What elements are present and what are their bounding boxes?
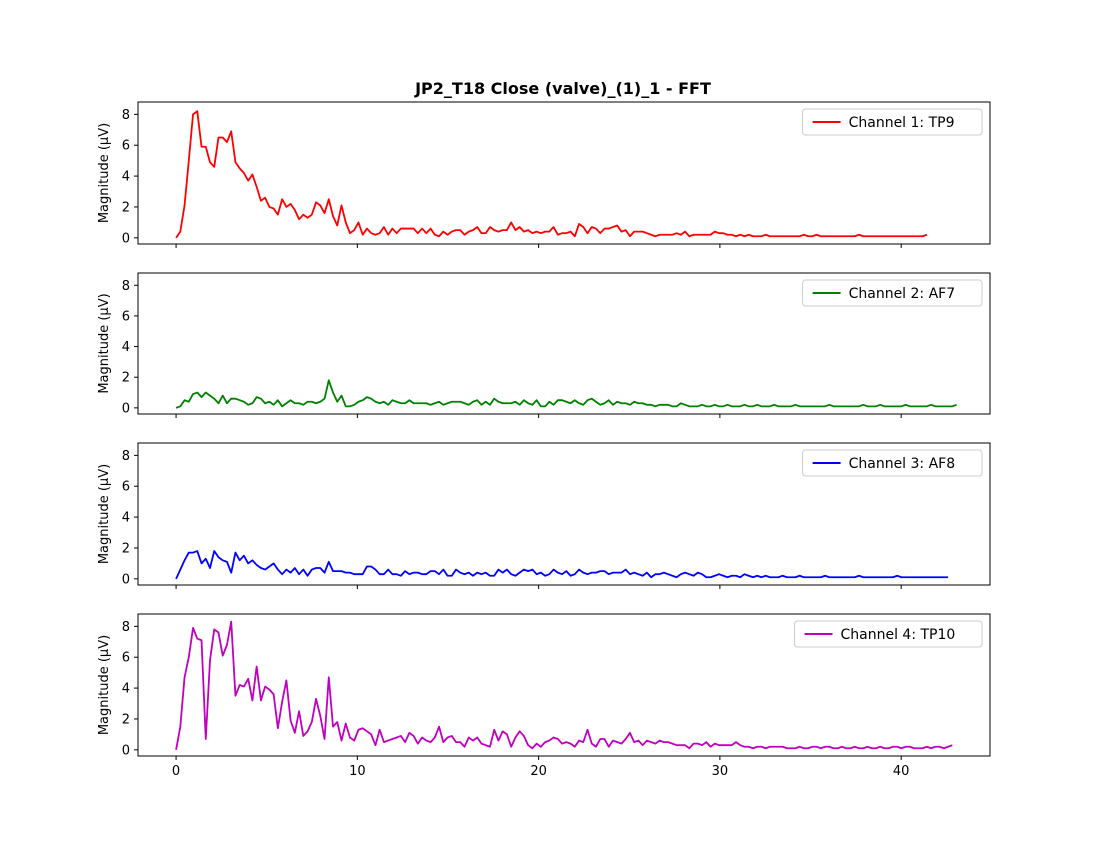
y-tick-label: 2	[122, 371, 130, 386]
series-line-channel-1	[175, 110, 928, 239]
y-tick-label: 6	[122, 651, 130, 666]
y-tick-label: 8	[122, 620, 130, 635]
y-tick-label: 2	[122, 712, 130, 727]
legend-entry: Channel 2: AF7	[849, 286, 956, 302]
axes-frame	[137, 272, 991, 415]
x-tick-label: 10	[349, 764, 366, 779]
legend: Channel 4: TP10	[794, 620, 983, 648]
legend-box	[802, 279, 983, 307]
y-tick-label: 6	[122, 139, 130, 154]
y-tick-label: 4	[122, 340, 130, 355]
y-tick-label: 8	[122, 108, 130, 123]
x-tick-label: 40	[893, 764, 910, 779]
y-axis-label: Magnitude (μV)	[97, 123, 112, 223]
subplot-1: 0 2 4 6 8 Magnitude (μV) Channel 1: TP9	[97, 101, 991, 248]
legend-box	[802, 108, 983, 136]
legend-entry: Channel 1: TP9	[849, 115, 955, 131]
y-tick-label: 0	[122, 231, 130, 246]
y-axis-label: Magnitude (μV)	[97, 464, 112, 564]
y-tick-label: 4	[122, 170, 130, 185]
y-axis-label: Magnitude (μV)	[97, 293, 112, 393]
y-tick-label: 0	[122, 401, 130, 416]
subplot-panels: 0 2 4 6 8 Magnitude (μV) Channel 1: TP9 0 2 4 6 8 Ma…	[97, 101, 991, 779]
axes-frame	[137, 442, 991, 586]
axes-frame	[137, 101, 991, 245]
y-tick-label: 0	[122, 572, 130, 587]
y-tick-label: 4	[122, 511, 130, 526]
legend-entry: Channel 3: AF8	[849, 456, 956, 472]
y-tick-label: 6	[122, 480, 130, 495]
x-tick-label: 30	[712, 764, 729, 779]
y-tick-label: 8	[122, 449, 130, 464]
subplot-3: 0 2 4 6 8 Magnitude (μV) Channel 3: AF8	[97, 442, 991, 589]
series-line-channel-3	[175, 550, 949, 580]
legend-box	[802, 449, 983, 477]
subplot-4: 0 2 4 6 8 0 10 20 30 40 Magnitude (μV) Channel 4: T…	[97, 613, 991, 779]
y-tick-label: 2	[122, 541, 130, 556]
legend: Channel 3: AF8	[802, 449, 983, 477]
series-line-channel-4	[175, 620, 953, 750]
legend-box	[794, 620, 983, 648]
y-tick-label: 8	[122, 279, 130, 294]
subplot-2: 0 2 4 6 8 Magnitude (μV) Channel 2: AF7	[97, 272, 991, 418]
axes-frame	[137, 613, 991, 757]
series-line-channel-2	[175, 379, 957, 409]
legend-entry: Channel 4: TP10	[841, 627, 956, 643]
y-axis-label: Magnitude (μV)	[97, 635, 112, 735]
y-tick-label: 0	[122, 743, 130, 758]
x-tick-label: 0	[172, 764, 180, 779]
y-tick-label: 6	[122, 309, 130, 324]
chart-title: JP2_T18 Close (valve)_(1)_1 - FFT	[414, 79, 711, 98]
x-tick-label: 20	[530, 764, 547, 779]
legend: Channel 2: AF7	[802, 279, 983, 307]
legend: Channel 1: TP9	[802, 108, 983, 136]
y-tick-label: 2	[122, 200, 130, 215]
y-tick-label: 4	[122, 682, 130, 697]
